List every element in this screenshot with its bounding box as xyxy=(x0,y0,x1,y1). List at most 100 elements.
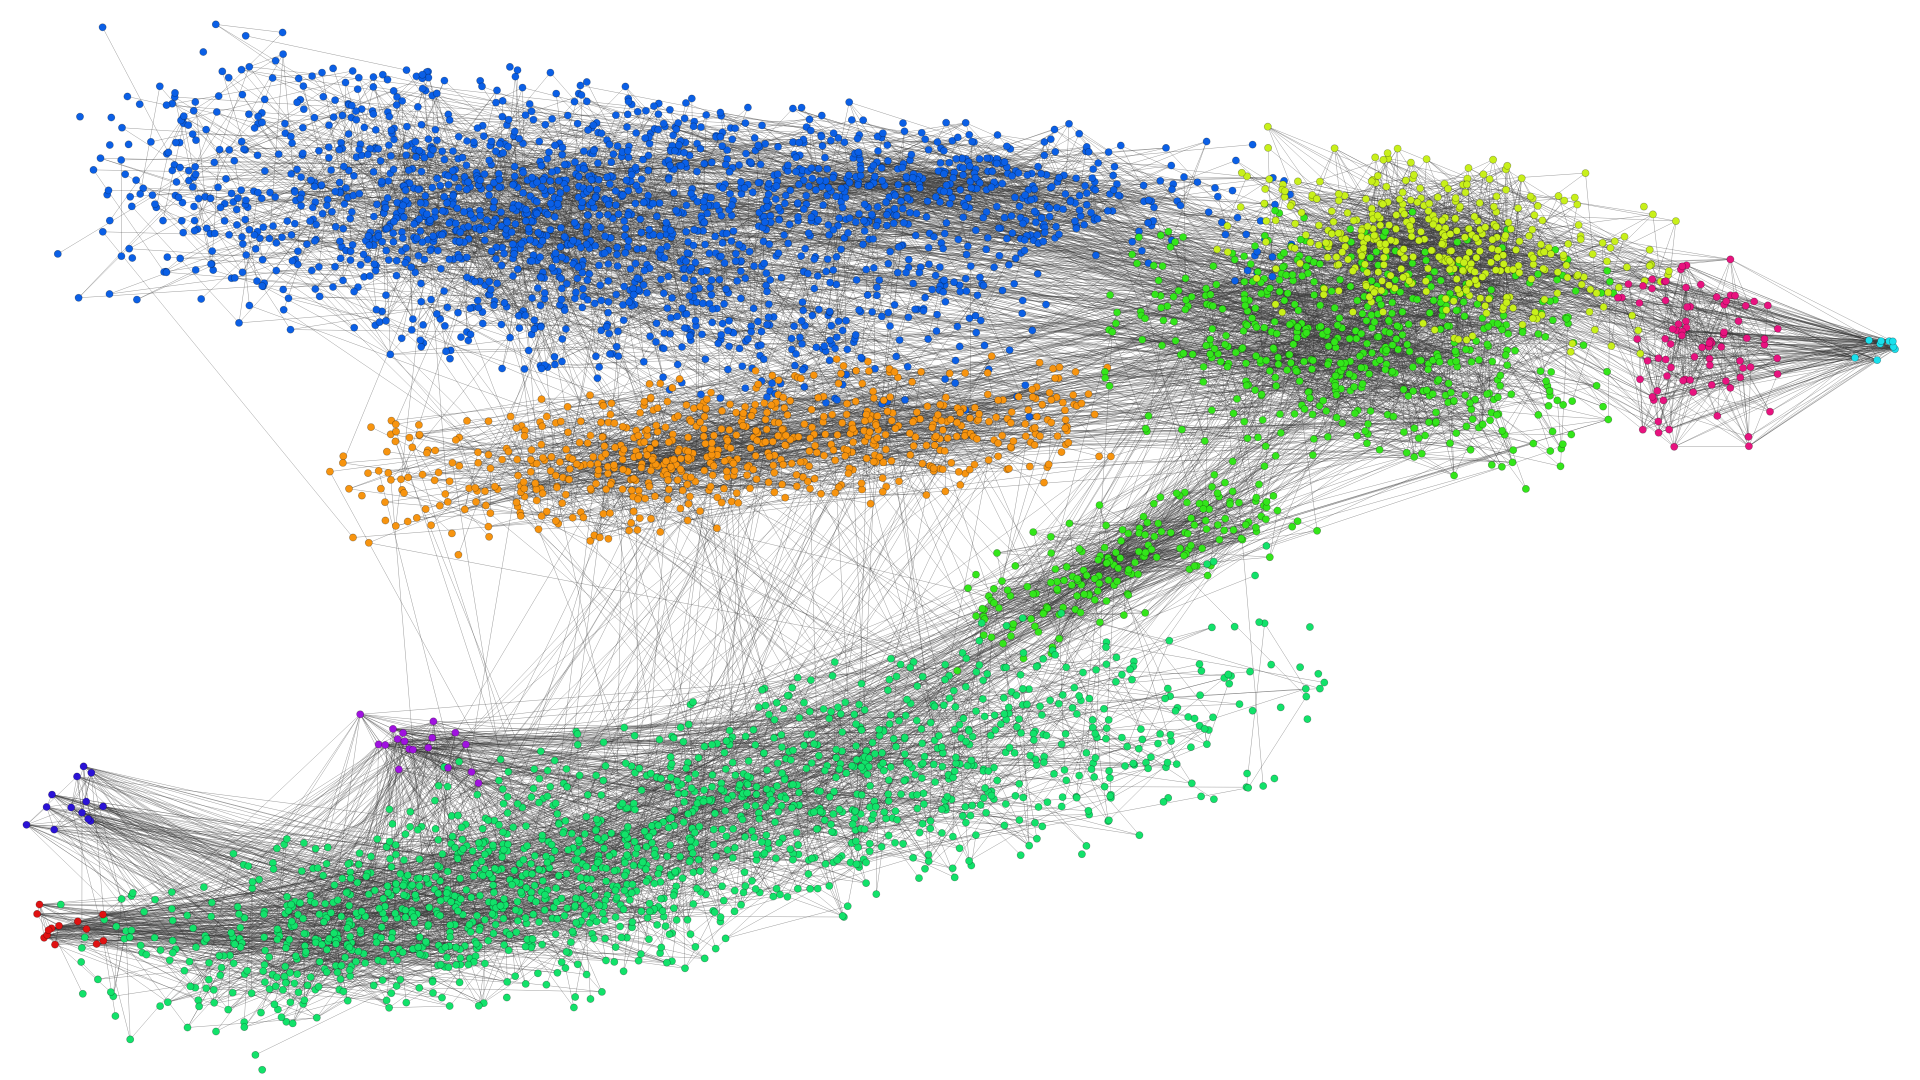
graph-node xyxy=(1167,161,1176,170)
graph-node xyxy=(673,776,681,785)
graph-node xyxy=(610,866,619,875)
graph-node xyxy=(456,228,465,237)
graph-node xyxy=(370,260,379,268)
graph-node xyxy=(560,232,569,241)
graph-node xyxy=(1408,259,1417,268)
graph-node xyxy=(903,695,911,704)
graph-node xyxy=(708,771,717,779)
graph-node xyxy=(829,810,838,818)
graph-node xyxy=(1427,282,1435,291)
graph-node xyxy=(820,342,829,350)
graph-node xyxy=(560,160,569,169)
graph-node xyxy=(599,909,607,917)
graph-node xyxy=(866,499,875,508)
graph-node xyxy=(519,855,528,864)
graph-node xyxy=(1210,470,1219,479)
graph-node xyxy=(819,201,828,209)
graph-node xyxy=(511,72,520,81)
graph-node xyxy=(930,441,939,450)
graph-node xyxy=(592,352,600,361)
graph-node xyxy=(585,184,594,193)
graph-node xyxy=(592,771,600,780)
graph-node xyxy=(626,265,635,273)
graph-node xyxy=(438,147,447,156)
graph-node xyxy=(688,849,697,858)
graph-node xyxy=(642,877,651,886)
graph-node xyxy=(1362,282,1371,290)
graph-node xyxy=(396,975,405,984)
graph-node xyxy=(1289,340,1298,349)
graph-node xyxy=(342,888,351,897)
graph-node xyxy=(1295,377,1304,386)
graph-node xyxy=(838,418,847,427)
graph-node xyxy=(542,412,551,421)
graph-node xyxy=(737,294,745,303)
graph-node xyxy=(756,160,765,169)
graph-node xyxy=(578,883,587,891)
graph-node xyxy=(260,95,269,104)
graph-node xyxy=(335,145,344,154)
graph-node xyxy=(237,137,246,146)
graph-node xyxy=(582,228,591,237)
graph-node xyxy=(202,934,211,943)
graph-node xyxy=(935,731,943,740)
graph-node xyxy=(460,172,469,181)
graph-node xyxy=(582,97,591,106)
graph-node xyxy=(875,276,884,284)
graph-node xyxy=(676,465,685,474)
graph-node xyxy=(621,759,630,768)
graph-node xyxy=(1055,699,1063,708)
graph-node xyxy=(96,154,105,163)
graph-node xyxy=(199,883,208,891)
graph-node xyxy=(257,1008,265,1017)
graph-node xyxy=(965,162,974,171)
graph-node xyxy=(1501,231,1510,240)
graph-node xyxy=(319,871,328,880)
graph-node xyxy=(1398,330,1407,339)
graph-node xyxy=(308,203,317,212)
graph-node xyxy=(1288,522,1297,531)
graph-node xyxy=(994,396,1002,405)
graph-node xyxy=(772,698,781,707)
graph-node xyxy=(604,276,613,285)
graph-node xyxy=(329,283,337,291)
graph-node xyxy=(780,403,789,412)
graph-node xyxy=(1138,335,1147,344)
graph-node xyxy=(1581,169,1590,177)
graph-node xyxy=(1272,329,1281,338)
graph-node xyxy=(687,784,696,792)
graph-node xyxy=(176,163,184,172)
graph-node xyxy=(1665,267,1673,275)
graph-node xyxy=(1171,707,1180,715)
graph-node xyxy=(195,1002,203,1011)
graph-node xyxy=(426,216,435,224)
graph-node xyxy=(1135,233,1143,242)
graph-node xyxy=(664,438,673,447)
graph-node xyxy=(151,895,159,904)
graph-node xyxy=(1285,350,1294,359)
graph-node xyxy=(288,139,296,147)
graph-node xyxy=(761,438,770,446)
graph-node xyxy=(1046,578,1055,587)
graph-node xyxy=(363,150,372,159)
graph-node xyxy=(1026,751,1035,760)
graph-node xyxy=(491,920,500,929)
graph-node xyxy=(1051,651,1060,659)
graph-node xyxy=(441,490,450,498)
graph-node xyxy=(1316,177,1324,186)
graph-node xyxy=(646,444,654,453)
graph-node xyxy=(537,322,545,331)
graph-node xyxy=(1082,749,1091,757)
graph-node xyxy=(421,937,430,946)
graph-node xyxy=(662,218,671,227)
graph-node xyxy=(503,792,512,801)
graph-node xyxy=(1007,632,1015,640)
graph-node xyxy=(799,473,807,481)
graph-node xyxy=(296,899,305,907)
graph-node xyxy=(1072,174,1080,183)
graph-node xyxy=(247,989,256,998)
graph-node xyxy=(561,490,570,499)
graph-node xyxy=(1385,328,1394,337)
graph-node xyxy=(189,924,197,933)
graph-node xyxy=(622,176,631,185)
